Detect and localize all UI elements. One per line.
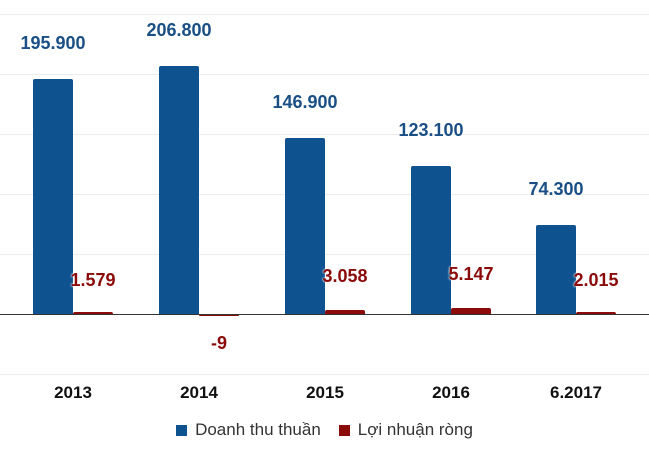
x-axis-tick: 6.2017 <box>550 383 602 402</box>
data-label-profit: 2.015 <box>573 269 619 290</box>
bar-revenue[interactable] <box>536 224 576 314</box>
data-label-profit: -9 <box>210 333 228 353</box>
legend-item-profit[interactable]: Lợi nhuận ròng <box>338 420 473 440</box>
data-label-revenue: 206.800 <box>146 19 212 40</box>
x-axis-tick: 2015 <box>306 383 344 402</box>
gridline <box>0 14 649 15</box>
chart-legend: Doanh thu thuần Lợi nhuận ròng <box>0 420 649 440</box>
bar-profit[interactable] <box>451 307 491 314</box>
legend-label-revenue: Doanh thu thuần <box>195 420 321 439</box>
x-axis-tick: 2014 <box>180 383 218 402</box>
legend-item-revenue[interactable]: Doanh thu thuần <box>176 420 321 440</box>
bar-revenue[interactable] <box>411 166 451 314</box>
data-label-revenue: 195.900 <box>20 32 86 53</box>
zero-baseline <box>0 314 649 315</box>
gridline <box>0 74 649 75</box>
legend-swatch-revenue <box>176 424 188 436</box>
data-label-revenue: 123.100 <box>398 120 464 141</box>
data-label-profit: 3.058 <box>322 266 368 287</box>
bar-profit[interactable] <box>325 310 365 314</box>
gridline <box>0 134 649 135</box>
gridline <box>0 374 649 375</box>
data-label-profit: 5.147 <box>448 263 494 284</box>
x-axis-tick: 2016 <box>432 383 470 402</box>
bar-revenue[interactable] <box>159 65 199 314</box>
data-label-profit: 1.579 <box>70 270 116 291</box>
bar-revenue[interactable] <box>285 137 325 314</box>
bar-profit[interactable] <box>576 311 616 314</box>
data-label-revenue: 146.900 <box>272 91 338 112</box>
bar-profit[interactable] <box>199 315 239 316</box>
data-label-revenue: 74.300 <box>528 178 584 199</box>
legend-swatch-profit <box>338 424 350 436</box>
bar-profit[interactable] <box>73 312 113 314</box>
bar-revenue[interactable] <box>33 78 73 314</box>
legend-label-profit: Lợi nhuận ròng <box>357 420 473 439</box>
x-axis-tick: 2013 <box>54 383 92 402</box>
